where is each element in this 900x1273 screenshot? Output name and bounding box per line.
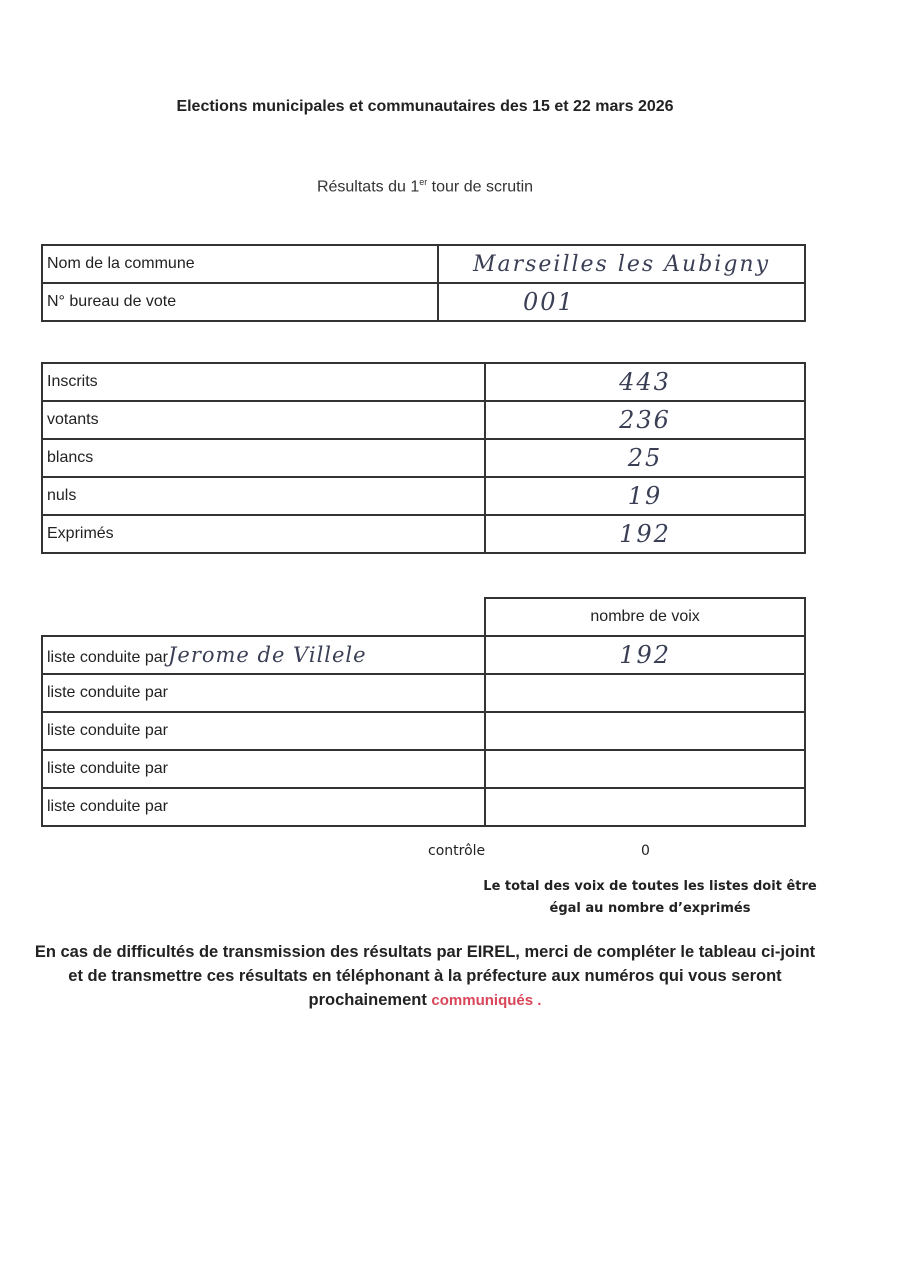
list-votes — [484, 787, 806, 827]
document-subtitle: Résultats du 1er tour de scrutin — [0, 177, 850, 196]
votants-value: 236 — [484, 400, 806, 440]
table-row: nuls 19 — [40, 476, 806, 516]
control-label: contrôle — [428, 843, 486, 859]
counts-table: Inscrits 443 votants 236 blancs 25 nuls 19 E… — [40, 362, 806, 554]
document-title: Elections municipales et communautaires … — [176, 98, 674, 115]
subtitle-superscript: er — [419, 177, 428, 187]
subtitle-text: Résultats du 1 — [316, 178, 420, 196]
list-leader-name: Jerome de Villele — [167, 643, 367, 667]
table-row: Exprimés 192 — [40, 514, 806, 554]
inscrits-label: Inscrits — [40, 362, 487, 402]
table-row: Inscrits 443 — [40, 362, 806, 402]
list-label: liste conduite par — [47, 760, 168, 777]
bureau-label: N° bureau de vote — [41, 282, 439, 322]
votants-label: votants — [40, 400, 487, 440]
votes-header: nombre de voix — [484, 597, 806, 637]
list-label: liste conduite par — [47, 684, 168, 701]
table-row: N° bureau de vote 001 — [41, 282, 806, 322]
inscrits-value: 443 — [484, 362, 806, 402]
list-votes — [484, 673, 806, 713]
lists-table: nombre de voix liste conduite parJerome … — [40, 597, 806, 827]
blancs-label: blancs — [40, 438, 487, 478]
exprimes-value: 192 — [484, 514, 806, 554]
list-votes: 192 — [484, 635, 806, 675]
table-header-row: nombre de voix — [42, 597, 806, 637]
notice-highlight: communiqués . — [431, 992, 542, 1009]
table-row: liste conduite par — [40, 711, 806, 751]
list-votes — [484, 749, 806, 789]
subtitle-text-end: tour de scrutin — [427, 178, 534, 196]
list-label: liste conduite par — [47, 798, 168, 815]
transmission-notice: En cas de difficultés de transmission de… — [30, 940, 820, 1013]
blancs-value: 25 — [484, 438, 806, 478]
table-row: blancs 25 — [40, 438, 806, 478]
table-row: liste conduite par — [40, 749, 806, 789]
notice-text: En cas de difficultés de transmission de… — [34, 943, 816, 1009]
table-row: Nom de la commune Marseilles les Aubigny — [41, 244, 806, 284]
nuls-value: 19 — [484, 476, 806, 516]
total-note: Le total des voix de toutes les listes d… — [483, 879, 817, 916]
commune-table: Nom de la commune Marseilles les Aubigny… — [41, 244, 806, 322]
list-votes — [484, 711, 806, 751]
control-value: 0 — [641, 843, 650, 859]
bureau-value: 001 — [437, 282, 806, 322]
list-label: liste conduite par — [47, 722, 168, 739]
list-label: liste conduite par — [47, 649, 168, 666]
exprimes-label: Exprimés — [40, 514, 487, 554]
table-row: liste conduite par — [40, 673, 806, 713]
table-row: votants 236 — [40, 400, 806, 440]
table-row: liste conduite parJerome de Villele 192 — [40, 635, 806, 675]
commune-label: Nom de la commune — [41, 244, 439, 284]
table-row: liste conduite par — [40, 787, 806, 827]
nuls-label: nuls — [40, 476, 487, 516]
commune-value: Marseilles les Aubigny — [437, 244, 806, 284]
